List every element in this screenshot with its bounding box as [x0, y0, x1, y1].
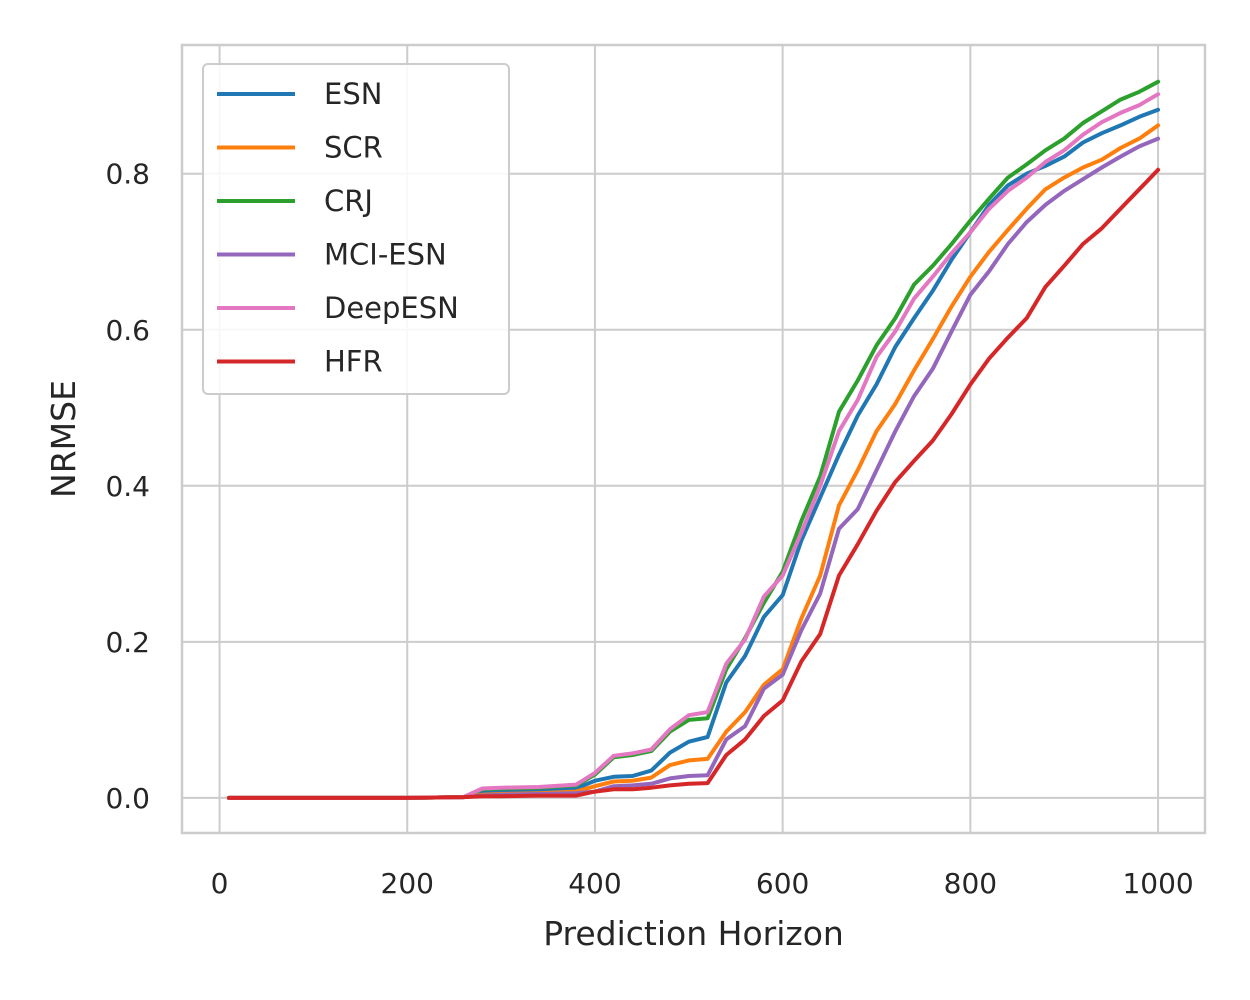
y-axis-label: NRMSE	[44, 380, 83, 498]
x-tick-label: 600	[756, 867, 809, 900]
x-tick-labels: 0 200 400 600 800 1000	[211, 867, 1194, 900]
x-tick-label: 200	[381, 867, 434, 900]
x-axis-label: Prediction Horizon	[543, 914, 844, 953]
y-tick-label: 0.6	[105, 314, 150, 347]
grid	[182, 45, 1205, 833]
series-lines	[226, 79, 1161, 800]
y-tick-label: 0.8	[105, 158, 150, 191]
y-tick-label: 0.0	[105, 782, 150, 815]
y-tick-labels: 0.0 0.2 0.4 0.6 0.8	[105, 158, 150, 815]
x-tick-label: 1000	[1122, 867, 1193, 900]
plot-frame	[180, 43, 1207, 835]
series-line-deepesn	[226, 92, 1161, 800]
y-tick-label: 0.4	[105, 470, 150, 503]
x-tick-label: 800	[944, 867, 997, 900]
y-tick-label: 0.2	[105, 626, 150, 659]
legend-label: SCR	[324, 131, 383, 165]
legend-label: CRJ	[324, 184, 373, 218]
legend: ESN SCR CRJ MCI-ESN DeepESN HFR	[202, 63, 510, 395]
series-line-hfr	[226, 167, 1161, 800]
legend-label: HFR	[324, 345, 383, 379]
x-tick-label: 0	[211, 867, 229, 900]
legend-label: MCI-ESN	[324, 238, 447, 272]
legend-label: ESN	[324, 77, 382, 111]
x-tick-label: 400	[568, 867, 621, 900]
legend-label: DeepESN	[324, 291, 459, 325]
